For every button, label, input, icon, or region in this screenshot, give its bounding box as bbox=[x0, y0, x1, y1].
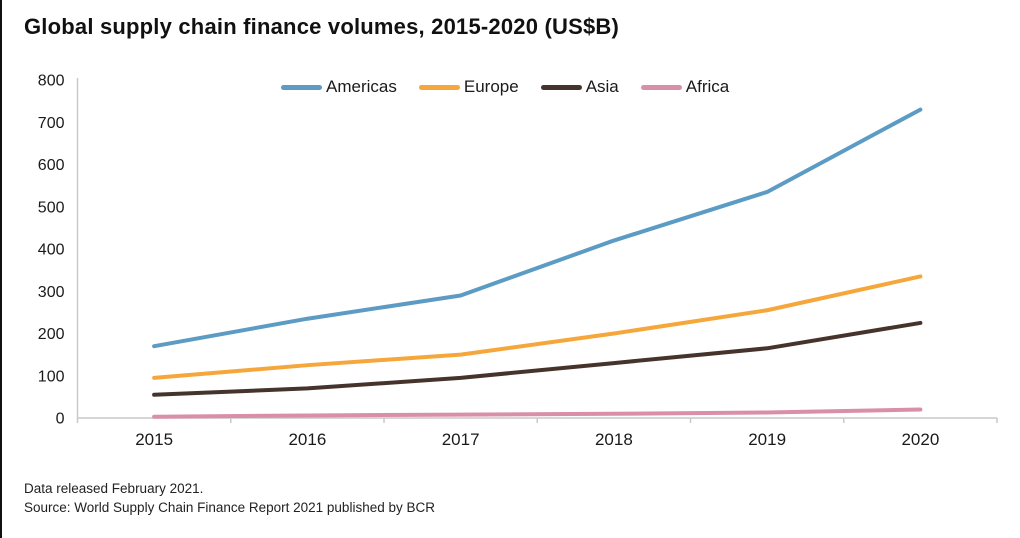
x-axis-label-2016: 2016 bbox=[288, 430, 326, 449]
x-axis-label-2019: 2019 bbox=[748, 430, 786, 449]
x-axis-label-2017: 2017 bbox=[442, 430, 480, 449]
y-axis-label: 100 bbox=[38, 368, 65, 385]
chart-notes: Data released February 2021. Source: Wor… bbox=[24, 480, 435, 517]
series-line-europe bbox=[152, 274, 923, 380]
legend-swatch-africa bbox=[640, 84, 682, 90]
x-axis-label-2020: 2020 bbox=[901, 430, 939, 449]
x-axis-label-2018: 2018 bbox=[595, 430, 633, 449]
y-axis-label: 700 bbox=[38, 115, 65, 132]
legend-swatch-europe bbox=[418, 84, 460, 90]
legend-swatch-asia bbox=[540, 84, 582, 90]
left-edge-line bbox=[0, 0, 2, 538]
legend-label-europe: Europe bbox=[463, 77, 519, 96]
legend-item-asia: Asia bbox=[540, 77, 619, 97]
chart-title: Global supply chain finance volumes, 201… bbox=[24, 14, 620, 39]
y-axis-label: 400 bbox=[38, 242, 65, 259]
legend-label-americas: Americas bbox=[326, 77, 397, 96]
y-axis-label: 800 bbox=[38, 73, 65, 90]
legend-swatch-americas bbox=[281, 84, 322, 90]
x-axis-label-2015: 2015 bbox=[135, 430, 173, 449]
y-axis-label: 0 bbox=[56, 411, 65, 428]
series-line-africa bbox=[152, 407, 923, 419]
legend-item-europe: Europe bbox=[418, 77, 519, 97]
source-note: Source: World Supply Chain Finance Repor… bbox=[24, 499, 435, 515]
series-line-asia bbox=[152, 320, 923, 397]
legend-item-africa: Africa bbox=[640, 77, 730, 97]
legend-item-americas: Americas bbox=[281, 77, 397, 97]
legend-label-africa: Africa bbox=[685, 77, 730, 96]
legend-label-asia: Asia bbox=[585, 77, 619, 96]
chart-legend: Americas Europe Asia Africa bbox=[281, 77, 729, 97]
data-released-note: Data released February 2021. bbox=[24, 481, 204, 496]
y-axis-label: 200 bbox=[38, 326, 65, 343]
y-axis-label: 300 bbox=[38, 284, 65, 301]
series-line-americas bbox=[152, 107, 923, 349]
y-axis-label: 500 bbox=[38, 199, 65, 216]
y-axis-label: 600 bbox=[38, 157, 65, 174]
